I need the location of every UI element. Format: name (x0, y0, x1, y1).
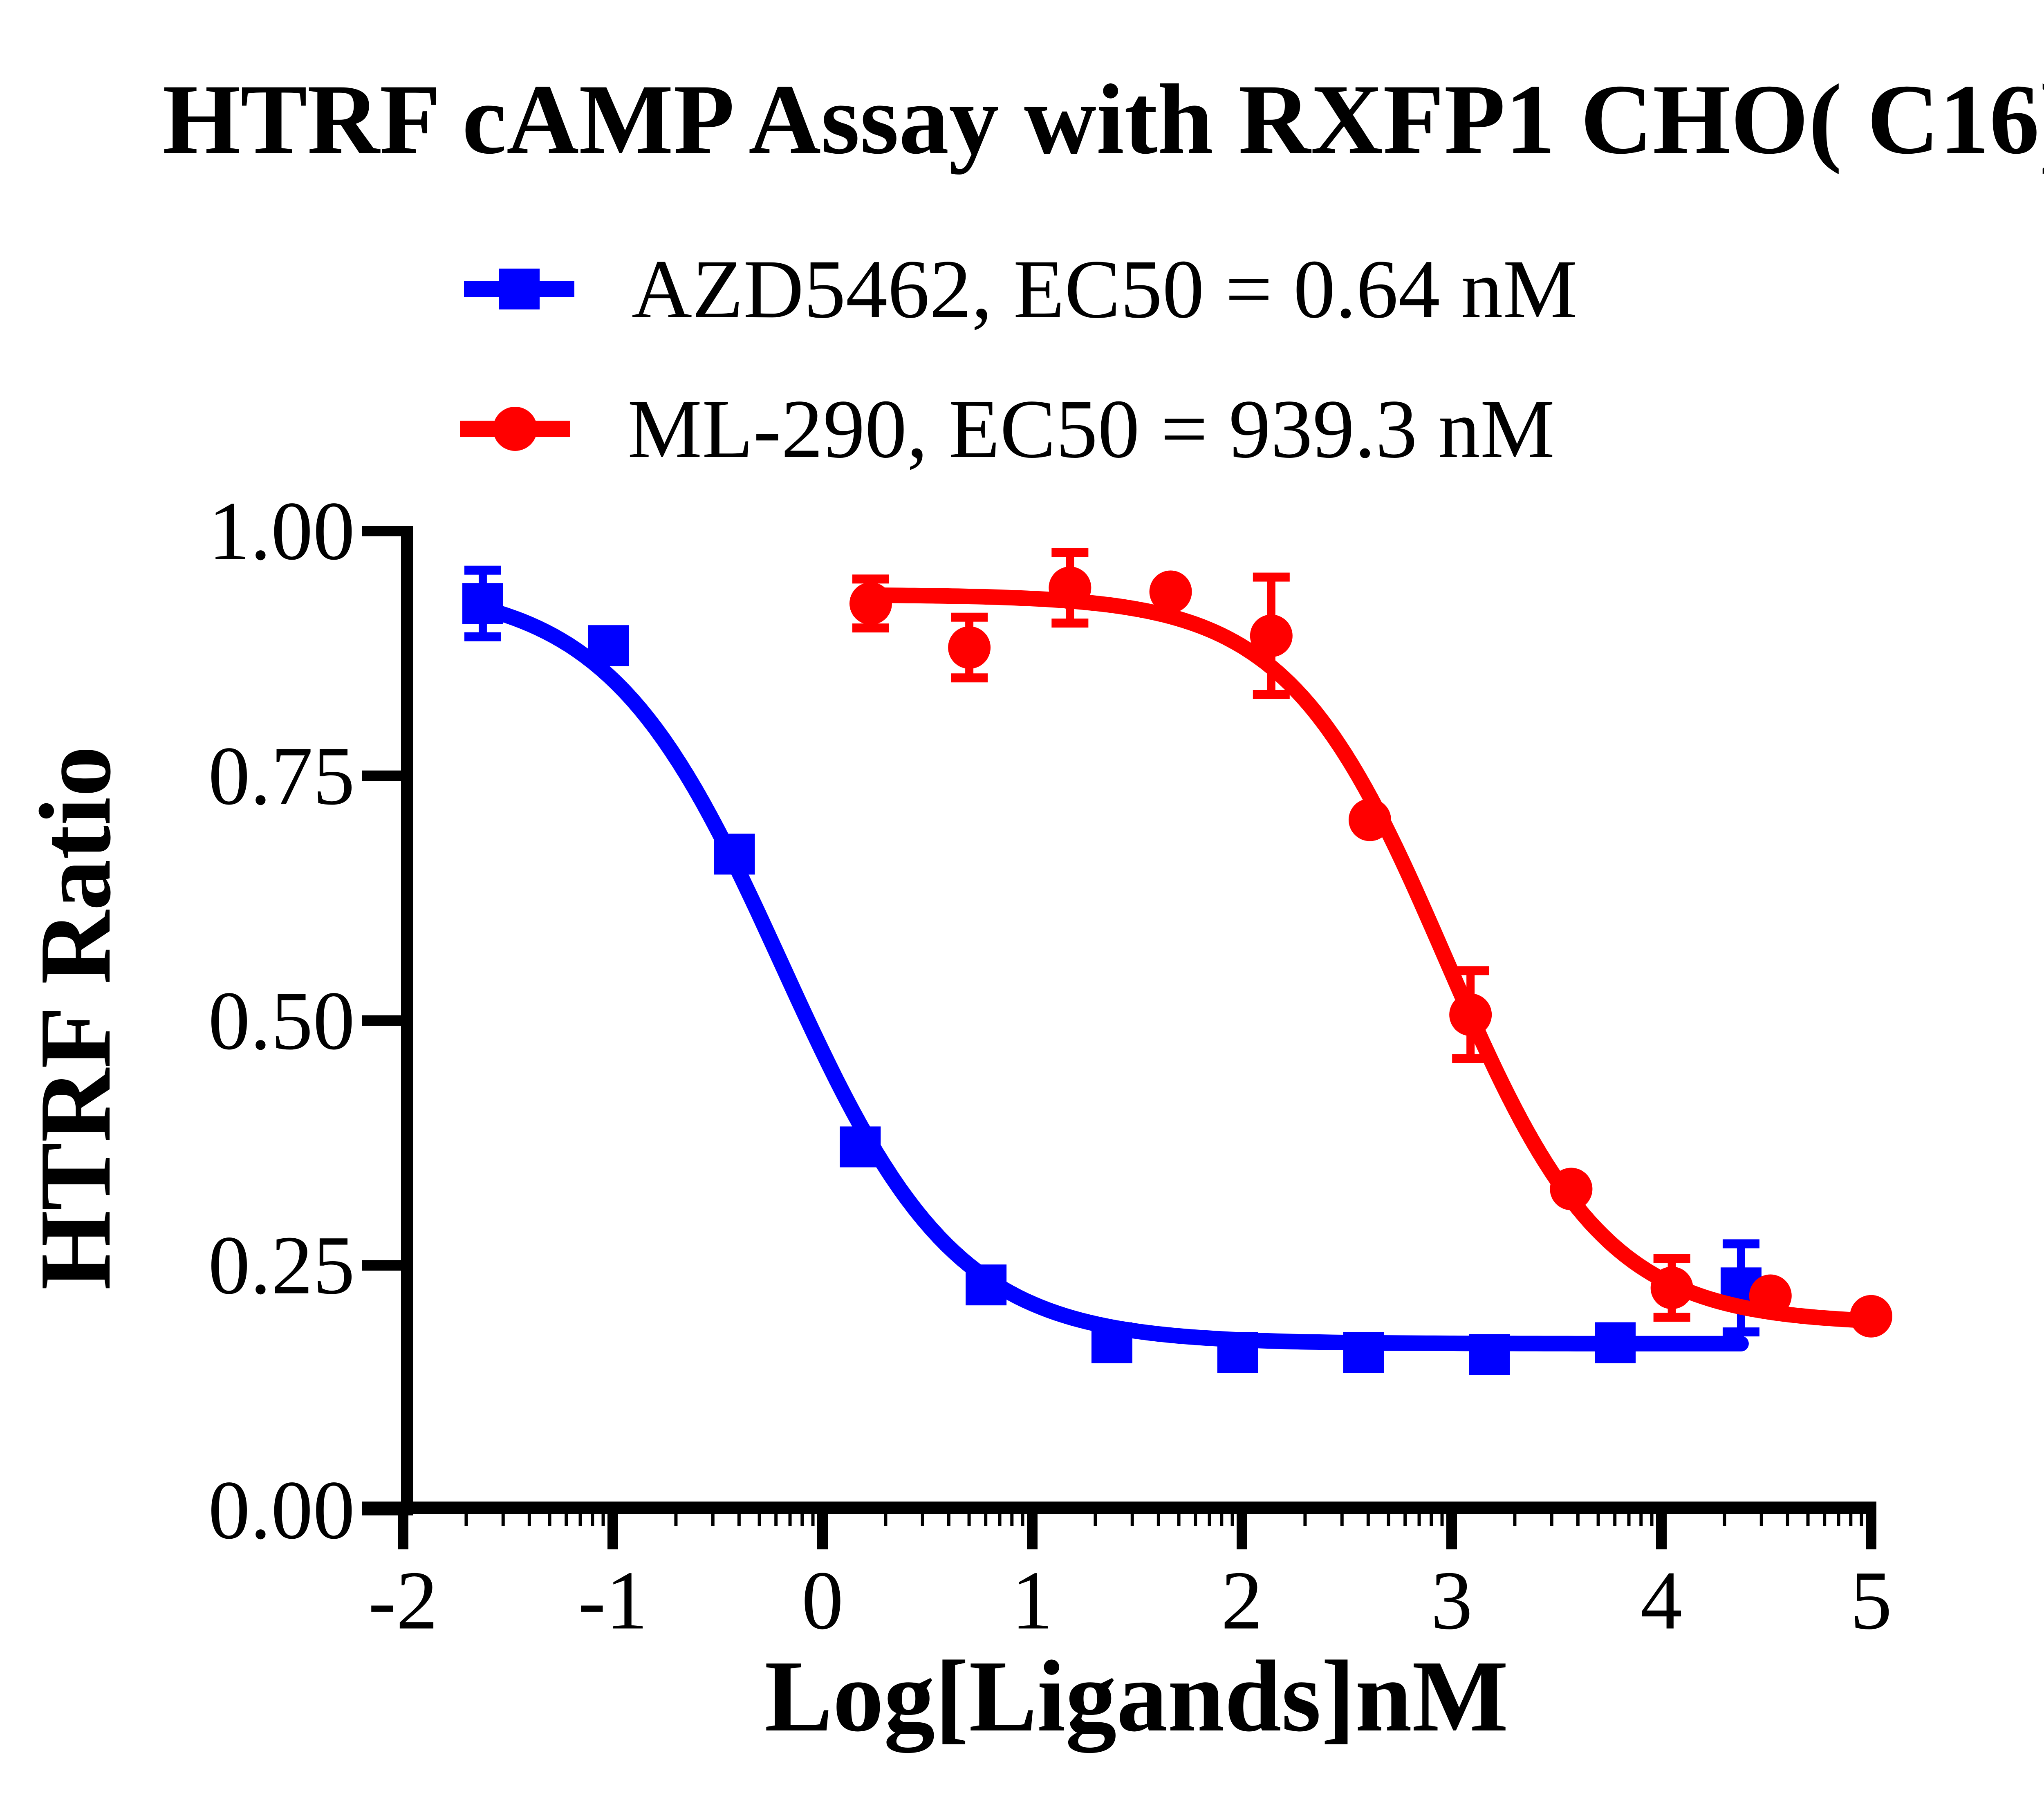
x-tick-label: 5 (1850, 1554, 1892, 1647)
data-point-marker-ml-290 (1149, 570, 1192, 613)
x-tick-label: -2 (368, 1554, 438, 1647)
data-point-marker-ml-290 (1049, 566, 1091, 609)
data-point-marker-azd5462 (840, 1126, 881, 1168)
data-point-marker-ml-290 (1550, 1168, 1593, 1210)
data-point-marker-azd5462 (966, 1264, 1007, 1306)
data-point-marker-azd5462 (1343, 1332, 1384, 1373)
data-point-marker-ml-290 (1650, 1266, 1693, 1309)
data-point-marker-ml-290 (849, 582, 892, 625)
legend-entry-ml-290: ML-290, EC50 = 939.3 nM (460, 382, 1555, 476)
x-tick-label: -1 (578, 1554, 648, 1647)
x-axis-title: Log[Ligands]nM (764, 1640, 1508, 1753)
y-tick-label: 0.00 (208, 1464, 355, 1557)
x-tick-label: 1 (1011, 1554, 1053, 1647)
legend-entry-azd5462: AZD5462, EC50 = 0.64 nM (464, 242, 1578, 336)
x-tick-label: 2 (1221, 1554, 1263, 1647)
data-point-marker-azd5462 (1217, 1332, 1258, 1373)
data-point-marker-ml-290 (1449, 993, 1492, 1036)
square-marker-icon (499, 269, 540, 309)
data-point-marker-ml-290 (1250, 614, 1293, 657)
x-tick-label: 4 (1640, 1554, 1683, 1647)
legend-label-ml-290: ML-290, EC50 = 939.3 nM (628, 382, 1555, 475)
x-tick-label: 0 (801, 1554, 844, 1647)
fit-curve-ml-290 (863, 587, 1879, 1329)
data-point-marker-ml-290 (1348, 798, 1391, 841)
circle-marker-icon (493, 407, 537, 451)
y-tick-label: 1.00 (208, 484, 355, 578)
chart-title: HTRF cAMP Assay with RXFP1 CHO( C16) (162, 64, 2044, 175)
data-point-marker-azd5462 (1595, 1322, 1636, 1363)
data-point-marker-ml-290 (1749, 1274, 1792, 1317)
data-point-marker-azd5462 (462, 583, 503, 624)
y-tick-label: 0.75 (208, 729, 355, 823)
data-point-marker-ml-290 (1850, 1295, 1892, 1338)
fit-curve-azd5462 (475, 601, 1749, 1352)
y-tick-label: 0.50 (208, 974, 355, 1067)
data-point-marker-azd5462 (714, 834, 755, 875)
data-point-marker-azd5462 (1091, 1322, 1132, 1363)
legend-swatch-ml-290 (460, 382, 570, 476)
data-point-marker-azd5462 (588, 625, 629, 666)
y-tick-label: 0.25 (208, 1219, 355, 1312)
legend-label-azd5462: AZD5462, EC50 = 0.64 nM (632, 242, 1578, 336)
y-axis-title: HTRF Ratio (19, 746, 132, 1290)
x-tick-label: 3 (1430, 1554, 1473, 1647)
legend-swatch-azd5462 (464, 242, 574, 336)
data-point-marker-ml-290 (948, 626, 991, 669)
data-point-marker-azd5462 (1469, 1334, 1510, 1375)
